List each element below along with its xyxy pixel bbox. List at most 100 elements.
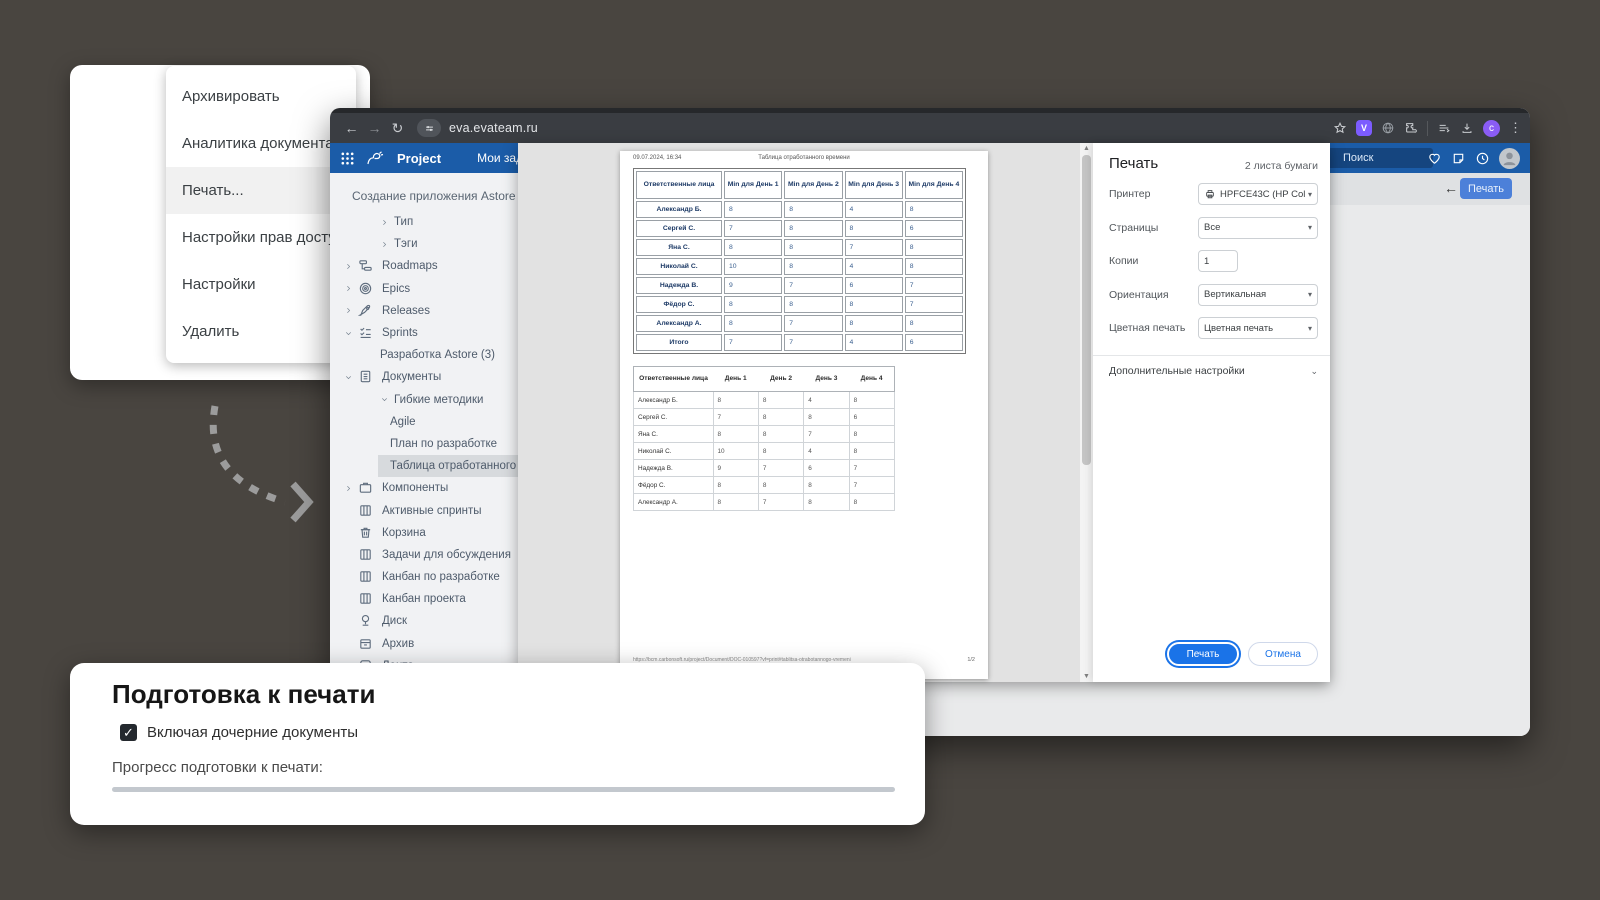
address-bar[interactable]: eva.evateam.ru xyxy=(449,121,538,135)
table-value-cell: 8 xyxy=(848,391,896,409)
table-value-cell: 8 xyxy=(848,442,896,460)
table-row: Яна С. 8 8 7 8 xyxy=(633,425,896,443)
print-field-select-1[interactable]: Все ▾ xyxy=(1198,216,1318,239)
tree-chevron-icon[interactable] xyxy=(380,218,394,227)
table-value-cell: 8 xyxy=(803,493,850,511)
sidebar-item-19[interactable]: Архив xyxy=(330,633,518,655)
print-field-select-4[interactable]: Цветная печать ▾ xyxy=(1198,317,1318,340)
browser-menu-icon[interactable]: ⋮ xyxy=(1509,120,1522,135)
context-menu-item-1[interactable]: Аналитика документа xyxy=(182,135,334,152)
table-value-cell: 8 xyxy=(848,493,896,511)
sidebar-item-label: План по разработке xyxy=(390,437,498,450)
sidebar-item-7[interactable]: Документы xyxy=(330,366,518,388)
context-menu-item-5[interactable]: Удалить xyxy=(182,323,240,340)
context-menu-item-0[interactable]: Архивировать xyxy=(182,88,280,105)
document-title: Таблица отработанного времени xyxy=(758,155,850,161)
sidebar-item-14[interactable]: Корзина xyxy=(330,522,518,544)
toolbar-back-arrow-icon[interactable]: ← xyxy=(1444,180,1458,196)
sidebar-item-4[interactable]: Releases xyxy=(330,300,518,322)
history-clock-icon[interactable] xyxy=(1475,151,1490,166)
sidebar-item-6[interactable]: Разработка Astore (3) xyxy=(330,344,518,366)
table-value-cell: 8 xyxy=(784,220,843,237)
tree-chevron-icon[interactable] xyxy=(380,240,394,249)
tree-chevron-icon[interactable] xyxy=(344,284,358,293)
print-field-select-3[interactable]: Вертикальная ▾ xyxy=(1198,283,1318,306)
cancel-button[interactable]: Отмена xyxy=(1248,642,1318,666)
scroll-down-icon[interactable]: ▼ xyxy=(1083,673,1090,680)
sidebar-item-18[interactable]: Диск xyxy=(330,610,518,632)
sidebar-item-2[interactable]: Roadmaps xyxy=(330,255,518,277)
sidebar-item-label: Канбан по разработке xyxy=(382,571,500,584)
browser-profile-avatar[interactable]: c xyxy=(1483,119,1500,137)
print-field-select-0[interactable]: HPFCE43C (HP Color La:▾ xyxy=(1198,183,1318,205)
notes-icon[interactable] xyxy=(1451,151,1466,166)
reload-icon[interactable]: ↻ xyxy=(391,119,404,136)
sidebar-item-label: Компоненты xyxy=(382,482,449,495)
sidebar-item-17[interactable]: Канбан проекта xyxy=(330,588,518,610)
progress-bar xyxy=(112,787,895,792)
sidebar-item-5[interactable]: Sprints xyxy=(330,322,518,344)
print-confirm-button[interactable]: Печать xyxy=(1167,642,1239,666)
sidebar-item-0[interactable]: Тип xyxy=(330,211,518,233)
table-value-cell: 7 xyxy=(904,277,963,294)
back-icon[interactable]: ← xyxy=(344,120,359,136)
scroll-up-icon[interactable]: ▲ xyxy=(1083,145,1090,152)
sidebar-item-11[interactable]: Таблица отработанного времени xyxy=(378,455,518,478)
table-value-cell: 6 xyxy=(904,334,963,351)
tree-chevron-icon[interactable] xyxy=(344,262,358,271)
user-avatar[interactable] xyxy=(1499,147,1520,169)
dropdown-caret-icon: ▾ xyxy=(1307,223,1312,233)
sidebar-item-label: Диск xyxy=(382,615,407,628)
app-product-name[interactable]: Project xyxy=(397,150,442,166)
download-icon[interactable] xyxy=(1460,121,1474,135)
context-menu-item-2[interactable]: Печать... xyxy=(166,167,356,214)
dropdown-caret-icon: ▾ xyxy=(1307,323,1312,333)
sidebar-item-label: Разработка Astore (3) xyxy=(380,349,495,362)
tree-chevron-icon[interactable] xyxy=(344,329,358,338)
site-info-icon[interactable] xyxy=(417,119,441,137)
app-grid-icon[interactable] xyxy=(340,151,355,166)
sidebar-item-9[interactable]: Agile xyxy=(330,411,518,433)
sidebar-item-label: Гибкие методики xyxy=(394,393,484,406)
context-menu-item-4[interactable]: Настройки xyxy=(182,276,256,293)
extension-v-icon[interactable]: V xyxy=(1356,120,1372,136)
tree-chevron-icon[interactable] xyxy=(344,306,358,315)
app-sidebar: Создание приложения Astore Тип Тэги Roadma… xyxy=(330,173,518,736)
tree-chevron-icon[interactable] xyxy=(380,395,394,404)
reading-list-icon[interactable] xyxy=(1437,121,1451,135)
bookmark-star-icon[interactable] xyxy=(1333,121,1347,135)
sidebar-item-15[interactable]: Задачи для обсуждения xyxy=(330,544,518,566)
sidebar-item-1[interactable]: Тэги xyxy=(330,233,518,255)
board-icon xyxy=(358,503,374,519)
include-children-checkbox[interactable]: ✓ xyxy=(120,724,137,741)
forward-icon[interactable]: → xyxy=(367,120,382,136)
context-menu-item-3[interactable]: Настройки прав доступа xyxy=(182,229,353,246)
preview-scrollbar[interactable]: ▲ ▼ xyxy=(1080,143,1093,682)
table-row: Сергей С. 7 8 8 6 xyxy=(636,220,963,237)
document-footer-url: https://bcm.carbonsoft.ru/project/Docume… xyxy=(633,657,851,663)
table-name-cell: Яна С. xyxy=(633,425,714,443)
extensions-puzzle-icon[interactable] xyxy=(1404,121,1418,135)
globe-extension-icon[interactable] xyxy=(1381,121,1395,135)
table-row: Надежда В. 9 7 6 7 xyxy=(636,277,963,294)
sidebar-item-12[interactable]: Компоненты xyxy=(330,477,518,499)
favorites-heart-icon[interactable] xyxy=(1427,151,1442,166)
sidebar-item-label: Agile xyxy=(390,415,416,428)
sidebar-item-8[interactable]: Гибкие методики xyxy=(330,389,518,411)
sidebar-item-16[interactable]: Канбан по разработке xyxy=(330,566,518,588)
print-field-row: Страницы Все ▾ xyxy=(1109,215,1318,241)
additional-settings-toggle[interactable]: Дополнительные настройки ⌄ xyxy=(1109,365,1318,377)
app-print-button[interactable]: Печать xyxy=(1460,178,1512,199)
tree-chevron-icon[interactable] xyxy=(344,373,358,382)
copies-input[interactable]: 1 xyxy=(1198,250,1238,273)
sidebar-item-13[interactable]: Активные спринты xyxy=(330,499,518,521)
scrollbar-thumb[interactable] xyxy=(1082,155,1091,465)
search-input[interactable]: Поиск xyxy=(1305,148,1433,168)
sidebar-item-10[interactable]: План по разработке xyxy=(330,433,518,455)
table-value-cell: 8 xyxy=(904,239,963,256)
prepare-print-dialog: Подготовка к печати ✓ Включая дочерние д… xyxy=(70,663,925,825)
panel-divider xyxy=(1093,355,1330,356)
tree-chevron-icon[interactable] xyxy=(344,484,358,493)
sidebar-item-3[interactable]: Epics xyxy=(330,278,518,300)
print-preview-area: 09.07.2024, 16:34 Таблица отработанного … xyxy=(518,143,1093,682)
